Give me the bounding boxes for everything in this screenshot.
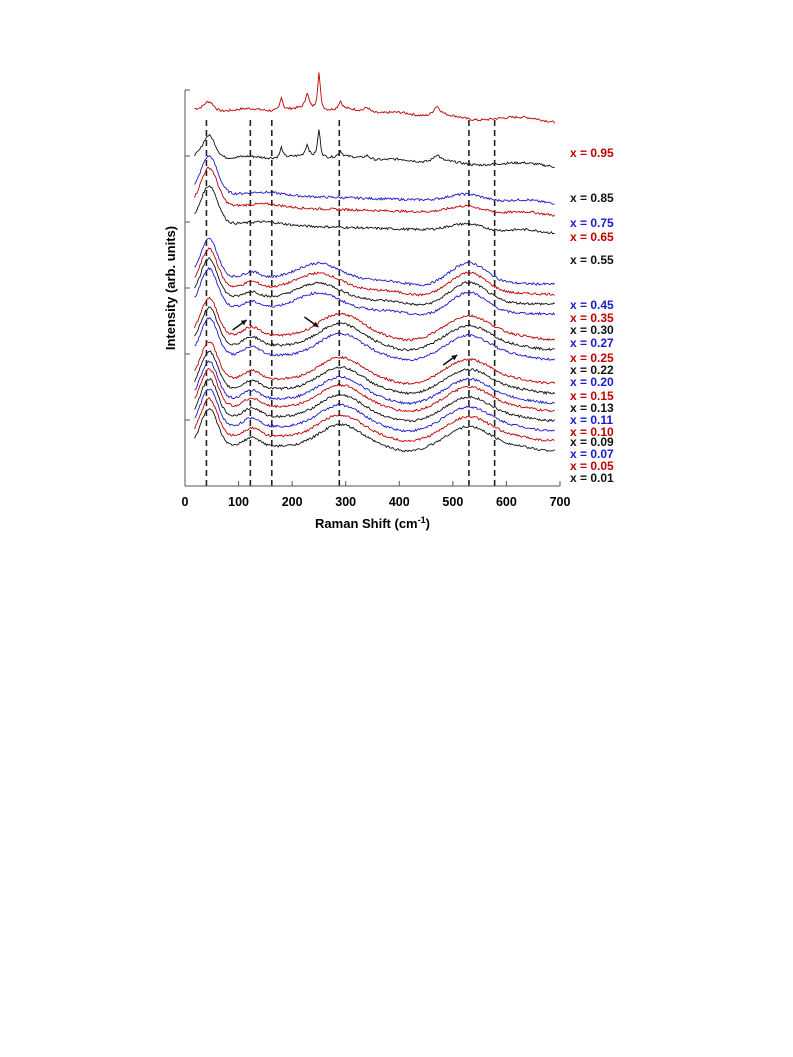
y-ticks (185, 89, 190, 487)
series-line (194, 367, 555, 413)
series-line (194, 167, 555, 217)
series-line (194, 316, 555, 361)
x-tick-label: 300 (335, 495, 356, 509)
series-line (194, 154, 555, 205)
series-line (194, 247, 555, 297)
series-line (194, 237, 555, 287)
arrow-head (451, 355, 458, 361)
series-labels: x = 0.95 x = 0.85 x = 0.75x = 0.65 x = 0.55… (570, 146, 614, 485)
series-label: x = 0.07 (570, 447, 614, 461)
x-tick-labels: 0 100 200 300 400 500 600 700 (182, 481, 571, 509)
arrow-annotations (232, 316, 458, 366)
series-label: x = 0.95 (570, 146, 614, 160)
series-line (194, 377, 555, 423)
series-line (194, 350, 555, 396)
series-label: x = 0.35 (570, 311, 614, 325)
arrow-head (312, 321, 319, 327)
series-label: x = 0.75 (570, 216, 614, 230)
series-line (194, 296, 555, 342)
series-label: x = 0.55 (570, 253, 614, 267)
series-line (194, 72, 556, 124)
series-label: x = 0.20 (570, 375, 614, 389)
series-label: x = 0.15 (570, 389, 614, 403)
series-layer (194, 72, 556, 453)
x-tick-label: 600 (496, 495, 517, 509)
series-line (194, 129, 555, 168)
x-tick-label: 200 (282, 495, 303, 509)
series-line (194, 397, 555, 442)
series-label: x = 0.05 (570, 459, 614, 473)
series-label: x = 0.25 (570, 351, 614, 365)
series-line (194, 341, 555, 385)
series-label: x = 0.13 (570, 401, 614, 415)
series-label: x = 0.01 (570, 471, 614, 485)
arrow-head (240, 320, 247, 326)
series-label: x = 0.27 (570, 336, 614, 350)
x-axis-title-close: ) (426, 516, 430, 531)
x-tick-label: 0 (182, 495, 189, 509)
x-tick-label: 700 (550, 495, 571, 509)
x-axis-title-sup: -1 (418, 515, 426, 525)
series-label: x = 0.11 (570, 413, 613, 427)
series-line (194, 185, 555, 235)
series-label: x = 0.09 (570, 435, 614, 449)
series-line (194, 266, 555, 316)
series-label: x = 0.30 (570, 323, 614, 337)
axes (184, 90, 560, 487)
series-line (194, 407, 555, 453)
x-tick-label: 100 (228, 495, 249, 509)
series-label: x = 0.22 (570, 363, 614, 377)
series-line (194, 360, 555, 406)
x-axis-title: Raman Shift (cm-1) (315, 515, 430, 531)
series-line (194, 257, 555, 307)
x-axis-title-main: Raman Shift (cm (315, 516, 418, 531)
x-tick-label: 500 (442, 495, 463, 509)
series-line (194, 306, 555, 352)
y-axis-title: Intensity (arb. units) (163, 226, 178, 350)
series-label: x = 0.85 (570, 191, 614, 205)
reference-lines (205, 120, 496, 486)
series-line (194, 388, 555, 433)
series-label: x = 0.45 (570, 298, 614, 312)
series-label: x = 0.65 (570, 230, 614, 244)
series-label: x = 0.10 (570, 425, 614, 439)
x-tick-label: 400 (389, 495, 410, 509)
